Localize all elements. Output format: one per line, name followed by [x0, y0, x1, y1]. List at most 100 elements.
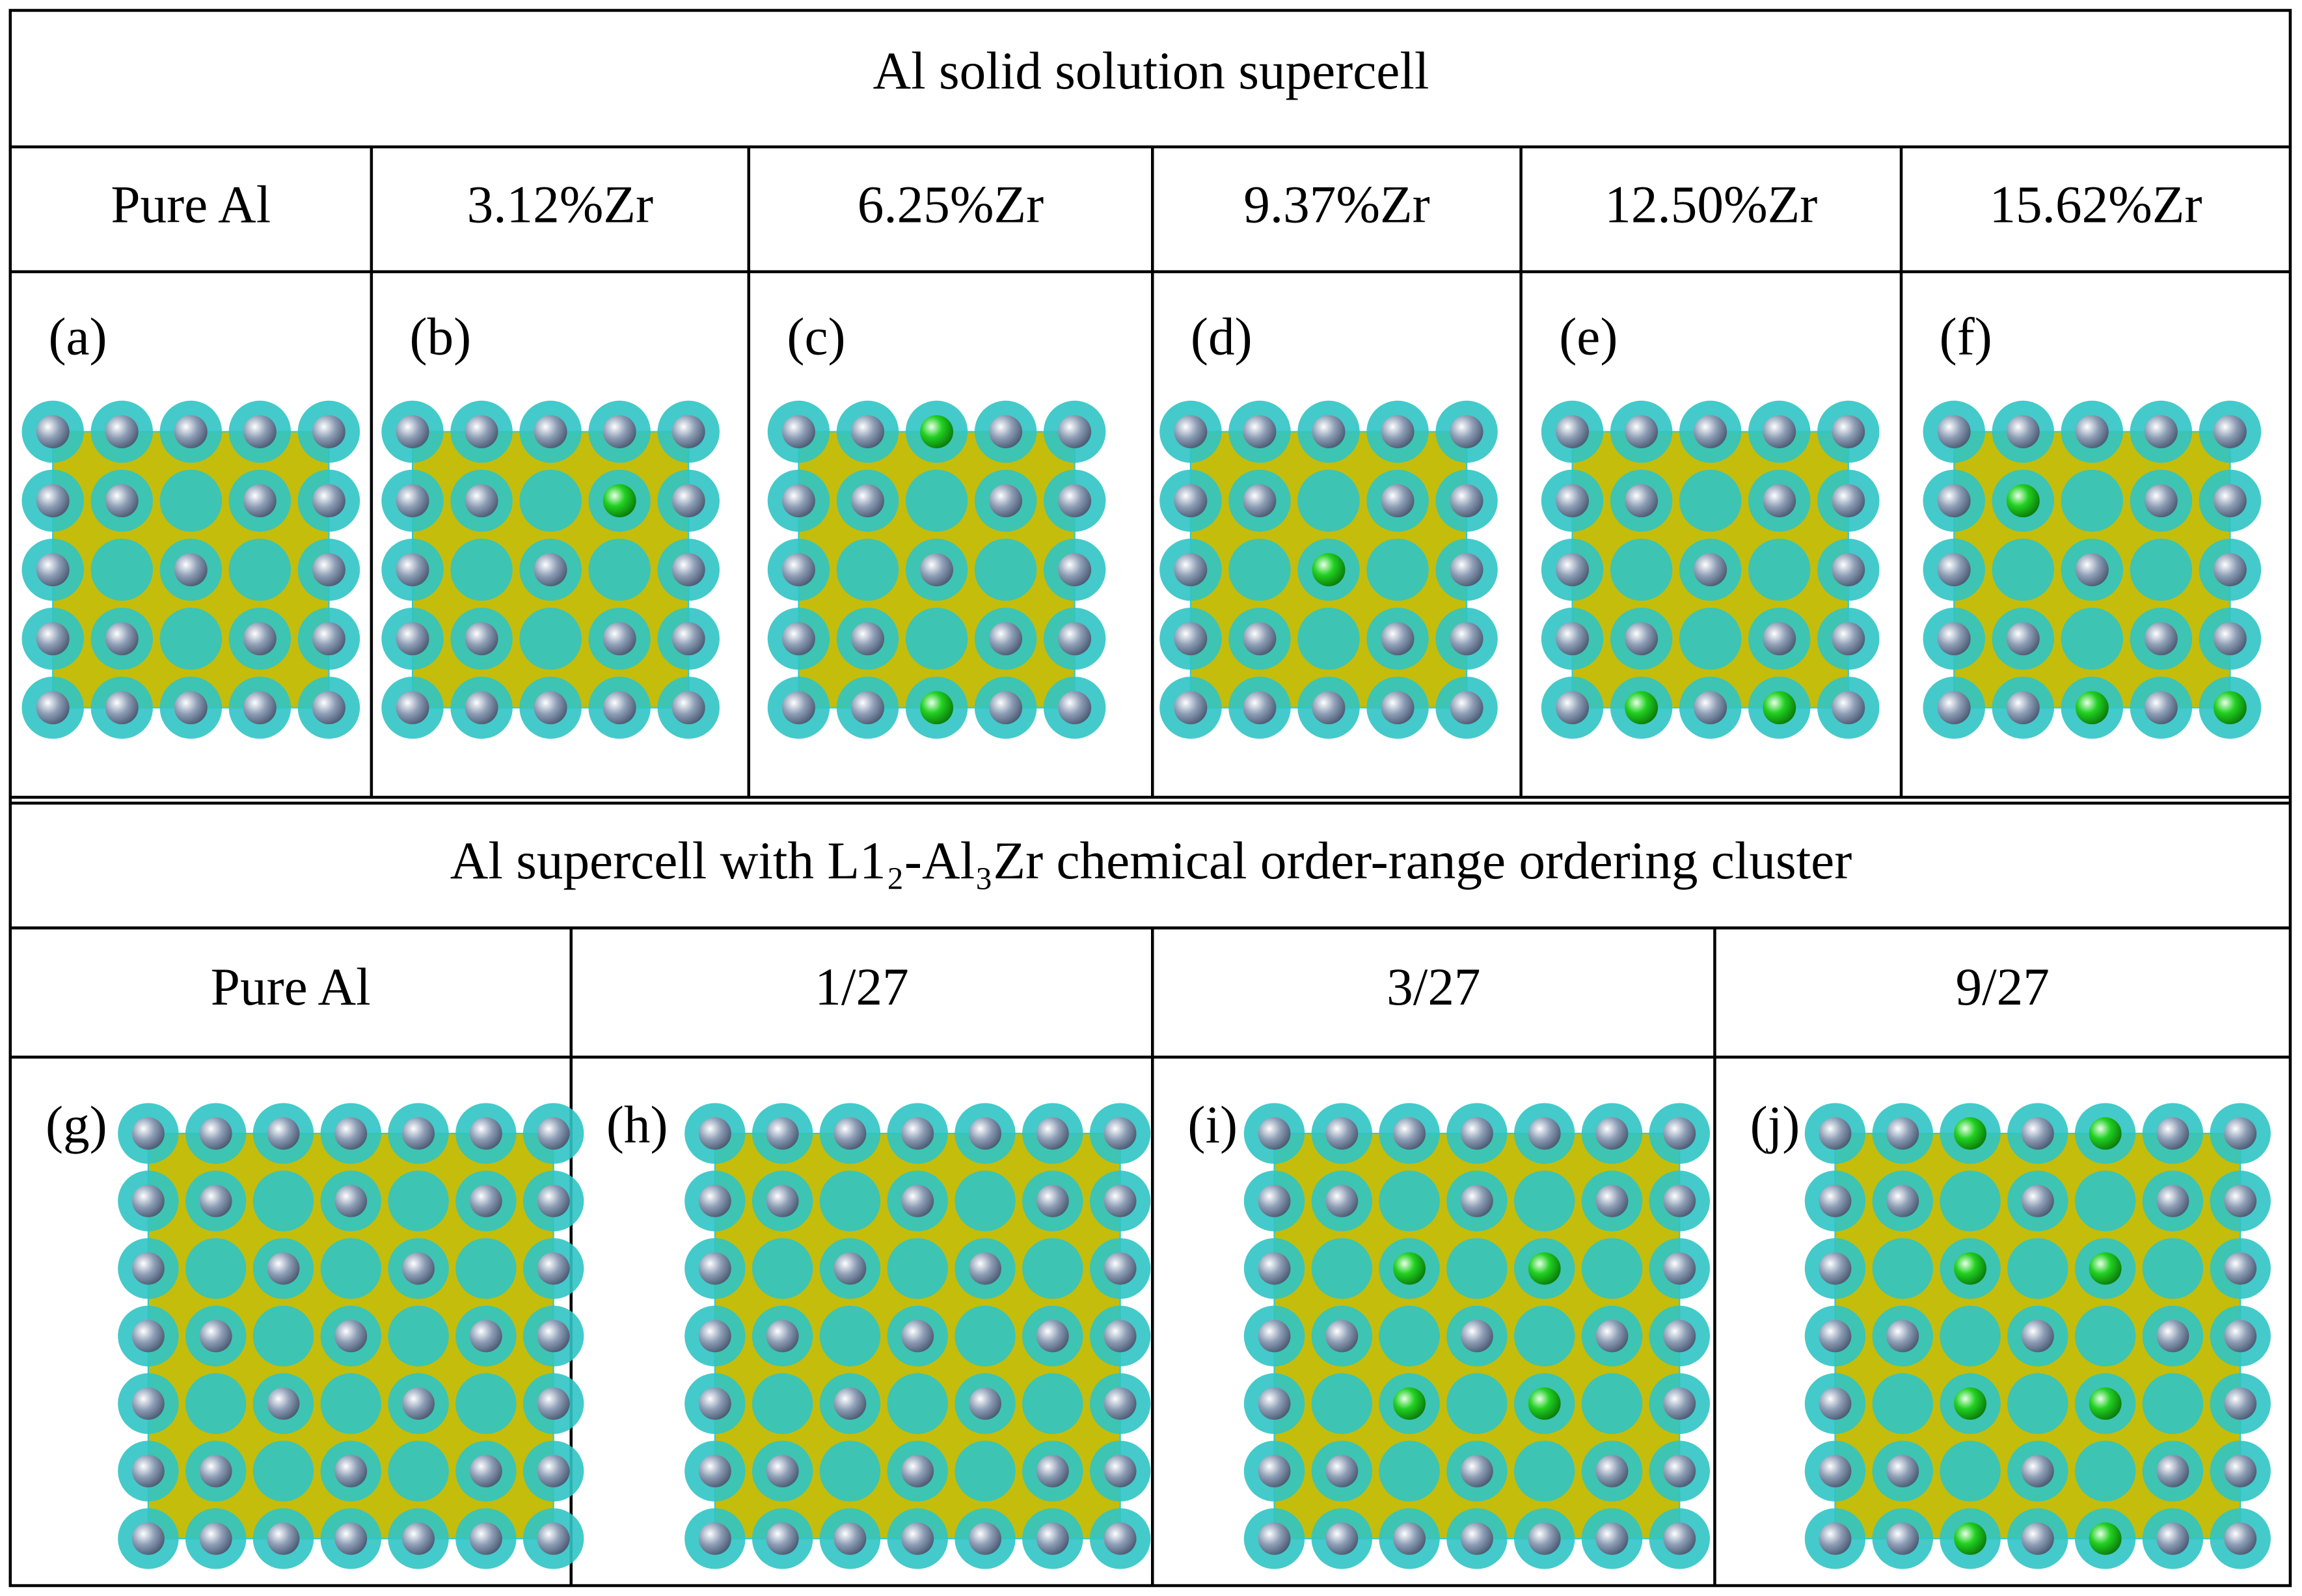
al-atom	[1381, 691, 1415, 725]
al-atom	[199, 1455, 232, 1487]
charge-lobe	[1366, 538, 1429, 601]
al-atom	[1104, 1455, 1137, 1487]
structure-image	[381, 400, 720, 739]
charge-lobe	[887, 1373, 948, 1434]
al-atom	[1819, 1184, 1852, 1217]
al-atom	[465, 622, 498, 656]
zr-atom	[1625, 691, 1659, 725]
al-atom	[766, 1184, 799, 1217]
al-atom	[671, 691, 705, 725]
al-atom	[1325, 1522, 1359, 1555]
charge-lobe	[1940, 1440, 2001, 1502]
charge-lobe	[252, 1305, 314, 1367]
al-atom	[537, 1184, 570, 1217]
al-atom	[396, 622, 429, 656]
charge-lobe	[1228, 538, 1291, 601]
al-atom	[782, 553, 815, 587]
al-atom	[969, 1522, 1001, 1555]
al-atom	[2156, 1117, 2189, 1150]
al-atom	[2006, 691, 2040, 725]
al-atom	[2021, 1184, 2054, 1217]
al-atom	[766, 1455, 799, 1487]
panel-label: (i)	[1187, 1096, 1238, 1154]
al-atom	[469, 1117, 502, 1150]
al-atom	[989, 622, 1023, 656]
al-atom	[174, 691, 208, 725]
al-atom	[1393, 1522, 1426, 1555]
al-atom	[1104, 1522, 1137, 1555]
column-header: 9/27	[1955, 958, 2049, 1016]
al-atom	[1243, 484, 1277, 518]
al-atom	[537, 1252, 570, 1285]
al-atom	[1625, 622, 1659, 656]
al-atom	[1243, 415, 1277, 448]
al-atom	[2156, 1455, 2189, 1487]
al-atom	[1819, 1387, 1852, 1420]
structure-image	[767, 400, 1106, 739]
al-atom	[469, 1319, 502, 1353]
al-atom	[1832, 691, 1865, 725]
al-atom	[465, 415, 498, 448]
al-atom	[1819, 1522, 1852, 1555]
al-atom	[989, 484, 1023, 518]
al-atom	[2213, 622, 2247, 656]
al-atom	[1819, 1319, 1852, 1353]
zr-atom	[2089, 1522, 2122, 1555]
al-atom	[901, 1319, 934, 1353]
charge-lobe	[2142, 1238, 2204, 1299]
al-atom	[1694, 415, 1727, 448]
al-atom	[2144, 484, 2178, 518]
al-atom	[671, 484, 705, 518]
structure-image	[1923, 400, 2262, 739]
al-atom	[2144, 622, 2178, 656]
al-atom	[698, 1522, 731, 1555]
al-atom	[2144, 415, 2178, 448]
charge-lobe	[1514, 1170, 1575, 1232]
zr-atom	[2075, 691, 2109, 725]
al-atom	[2006, 415, 2040, 448]
al-atom	[969, 1117, 1001, 1150]
al-atom	[174, 553, 208, 587]
charge-lobe	[1872, 1373, 1933, 1434]
al-atom	[334, 1455, 368, 1487]
al-atom	[698, 1387, 731, 1420]
al-atom	[1819, 1117, 1852, 1150]
charge-lobe	[588, 538, 651, 601]
al-atom	[1450, 484, 1483, 518]
column-header: 3.12%Zr	[467, 175, 653, 234]
al-atom	[1104, 1319, 1137, 1353]
al-atom	[199, 1184, 232, 1217]
panel-label: (f)	[1940, 308, 1992, 366]
panel-label: (b)	[410, 308, 472, 366]
al-atom	[36, 553, 70, 587]
al-atom	[334, 1522, 368, 1555]
panel-label: (c)	[787, 308, 845, 366]
al-atom	[1312, 415, 1346, 448]
al-atom	[833, 1252, 867, 1285]
al-atom	[131, 1184, 165, 1217]
charge-lobe	[1297, 607, 1360, 670]
al-atom	[1556, 553, 1590, 587]
al-atom	[131, 1455, 165, 1487]
al-atom	[1663, 1252, 1696, 1285]
al-atom	[105, 415, 139, 448]
panel-label: (j)	[1750, 1096, 1800, 1154]
charge-lobe	[2074, 1440, 2136, 1502]
al-atom	[2224, 1117, 2257, 1150]
al-atom	[1381, 622, 1415, 656]
al-atom	[199, 1522, 232, 1555]
al-atom	[1819, 1455, 1852, 1487]
al-atom	[1694, 553, 1727, 587]
al-atom	[131, 1319, 165, 1353]
structure-image	[1804, 1103, 2271, 1569]
charge-lobe	[2074, 1305, 2136, 1367]
al-atom	[920, 553, 954, 587]
al-atom	[1258, 1387, 1291, 1420]
al-atom	[312, 415, 345, 448]
al-atom	[1258, 1522, 1291, 1555]
al-atom	[465, 691, 498, 725]
al-atom	[766, 1522, 799, 1555]
al-atom	[1461, 1117, 1493, 1150]
al-atom	[1258, 1319, 1291, 1353]
